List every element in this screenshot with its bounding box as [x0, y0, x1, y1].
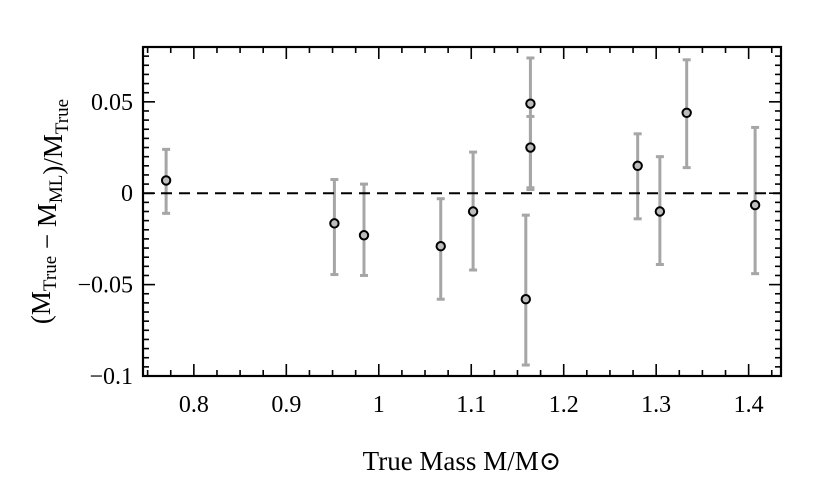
x-tick-label: 1.4	[734, 392, 764, 418]
data-point	[435, 241, 446, 252]
data-point	[525, 98, 536, 109]
y-tick-label: −0.05	[77, 273, 133, 299]
x-tick-label: 0.9	[271, 392, 301, 418]
data-point	[520, 294, 531, 305]
x-tick-label: 1	[373, 392, 385, 418]
data-point	[681, 107, 692, 119]
x-tick-label: 1.1	[456, 392, 486, 418]
data-point	[467, 206, 479, 217]
data-point	[358, 230, 370, 241]
data-point	[160, 175, 172, 186]
data-point	[654, 206, 666, 217]
x-tick-label: 1.3	[641, 392, 671, 418]
plot-frame	[141, 45, 783, 378]
y-tick-label: −0.1	[89, 364, 133, 390]
x-tick-labels: 0.8 0.9 1 1.1 1.2 1.3 1.4	[179, 392, 764, 418]
y-axis-label: (MTrue − MML)/MTrue	[26, 99, 73, 324]
data-point	[632, 160, 643, 172]
y-tick-labels: −0.1 −0.05 0 0.05	[77, 90, 133, 390]
data-point	[749, 199, 761, 211]
data-points	[160, 98, 761, 305]
data-point	[525, 142, 536, 153]
x-tick-label: 0.8	[179, 392, 209, 418]
x-axis-label: True Mass M/M⊙	[363, 446, 562, 476]
data-point	[329, 218, 340, 229]
x-tick-label: 1.2	[549, 392, 579, 418]
y-tick-label: 0	[121, 181, 133, 207]
errorbars	[162, 56, 760, 367]
y-tick-label: 0.05	[91, 90, 133, 116]
